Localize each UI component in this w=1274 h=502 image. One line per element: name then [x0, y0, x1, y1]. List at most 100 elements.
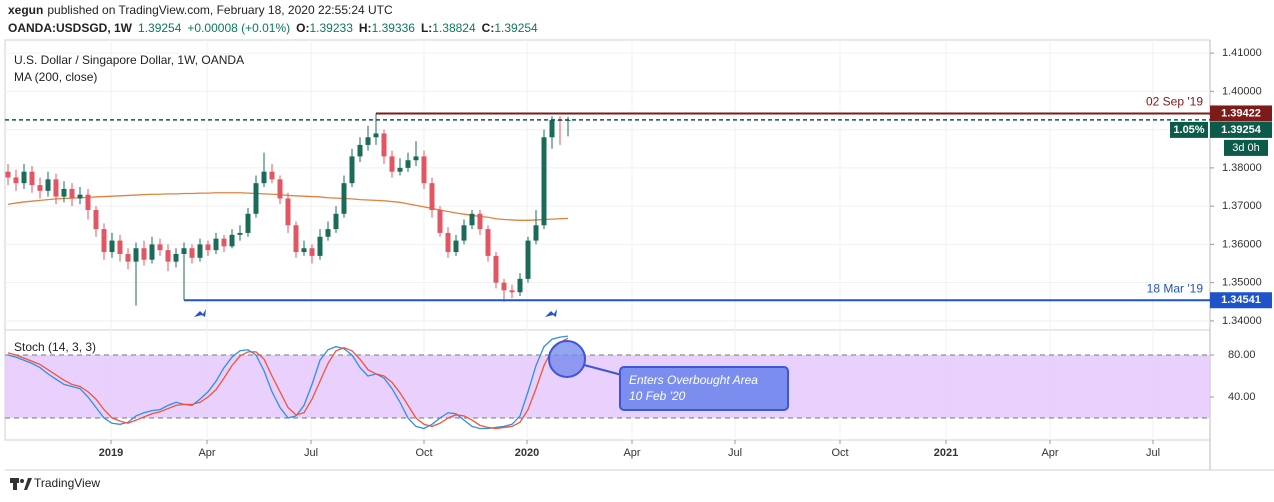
y-tick-label: 40.00	[1228, 391, 1256, 403]
annotation-circle	[548, 340, 586, 378]
annotation-text: 10 Feb '20	[629, 389, 686, 403]
candle-body	[197, 244, 203, 258]
candle-body	[333, 213, 339, 230]
candle-body	[237, 232, 243, 235]
candle-body	[389, 156, 395, 172]
annotation-text: Enters Overbought Area	[629, 373, 758, 387]
candle-body	[325, 229, 331, 237]
low-label: L:	[421, 21, 432, 35]
y-tick-label: 1.35000	[1222, 277, 1262, 289]
x-tick-label: Apr	[198, 447, 215, 459]
candle-body	[221, 238, 227, 247]
candle-body	[293, 225, 299, 253]
y-tick-label: 1.41000	[1222, 47, 1262, 59]
candle-body	[13, 177, 19, 184]
candle-body	[277, 179, 283, 199]
candle-body	[133, 248, 139, 262]
candle-body	[93, 209, 99, 230]
x-tick-label: 2020	[515, 447, 539, 459]
low-value: 1.38824	[432, 21, 476, 35]
change: +0.00008 (+0.01%)	[187, 21, 290, 35]
candle-body	[517, 278, 523, 293]
open-value: 1.39233	[310, 21, 354, 35]
x-tick-label: 2019	[99, 447, 123, 459]
level-tag	[1210, 105, 1272, 122]
publish-line: xegun published on TradingView.com, Febru…	[8, 3, 393, 17]
candle-body	[349, 156, 355, 184]
y-tick-label: 1.38000	[1222, 162, 1262, 174]
candle-body	[445, 232, 451, 253]
candle-body	[245, 213, 251, 233]
candle-body	[549, 120, 555, 138]
candle-body	[501, 282, 507, 291]
x-tick-label: Jul	[1146, 447, 1160, 459]
candle-body	[141, 248, 147, 260]
candle-body	[437, 209, 443, 233]
candle-body	[45, 179, 51, 191]
candle-body	[309, 248, 315, 256]
candle-body	[229, 234, 235, 247]
change-tag	[1170, 121, 1208, 138]
brand-logo	[10, 478, 32, 490]
candle-body	[205, 244, 211, 251]
brand: TradingView	[34, 476, 100, 490]
open-label: O:	[296, 21, 309, 35]
arrow-icon	[545, 309, 557, 317]
change-tag-label: 1.05%	[1173, 124, 1204, 136]
ma-legend: MA (200, close)	[14, 70, 97, 84]
candle-body	[421, 156, 427, 184]
candle-body	[149, 244, 155, 260]
close-value: 1.39254	[494, 21, 538, 35]
series-title: U.S. Dollar / Singapore Dollar, 1W, OAND…	[14, 53, 244, 67]
candle-body	[189, 248, 195, 258]
candle-body	[181, 248, 187, 254]
arrow-icon	[194, 309, 206, 317]
grid	[5, 40, 1210, 440]
candle-body	[365, 137, 371, 145]
marks	[5, 113, 571, 430]
high-value: 1.39336	[372, 21, 416, 35]
annotation-connector	[583, 364, 623, 376]
symbol: OANDA:USDSGD, 1W	[8, 21, 133, 35]
last-price-tag-label: 1.39254	[1221, 124, 1262, 136]
stoch-legend: Stoch (14, 3, 3)	[14, 340, 96, 354]
candle-body	[261, 171, 267, 184]
annotation-box	[619, 366, 789, 411]
x-tick-label: Oct	[415, 447, 432, 459]
candle-body	[213, 238, 219, 251]
candle-body	[357, 144, 363, 157]
candle-body	[397, 167, 403, 172]
candle-body	[61, 188, 67, 197]
logo-part	[13, 478, 17, 490]
close-label: C:	[482, 21, 495, 35]
candle-body	[461, 225, 467, 241]
candle-body	[317, 236, 323, 256]
logo-part	[20, 479, 24, 483]
candle-body	[341, 183, 347, 214]
logo-part	[24, 478, 32, 490]
author: xegun	[8, 3, 43, 17]
published: published on TradingView.com, February 1…	[47, 3, 393, 17]
candle-body	[269, 171, 275, 180]
candle-body	[109, 240, 115, 253]
candle-body	[117, 240, 123, 254]
candle-body	[485, 229, 491, 256]
candle-body	[405, 160, 411, 168]
candle-body	[21, 171, 27, 184]
candle-body	[301, 248, 307, 253]
y-tick-label: 80.00	[1228, 349, 1256, 361]
candle-body	[37, 185, 43, 191]
candle-body	[77, 194, 83, 199]
y-tick-label: 1.34000	[1222, 315, 1262, 327]
countdown-tag	[1224, 139, 1268, 156]
candle-body	[125, 253, 131, 262]
candle-body	[533, 225, 539, 241]
candle-body	[101, 229, 107, 253]
countdown-label: 3d 0h	[1232, 142, 1260, 154]
quote-line: OANDA:USDSGD, 1W 1.39254 +0.00008 (+0.01%)…	[8, 21, 538, 35]
level-tag-label: 1.39422	[1221, 107, 1261, 119]
candle-body	[5, 171, 11, 178]
candle-body	[525, 240, 531, 279]
candle-body	[157, 244, 163, 251]
candle-body	[173, 253, 179, 262]
